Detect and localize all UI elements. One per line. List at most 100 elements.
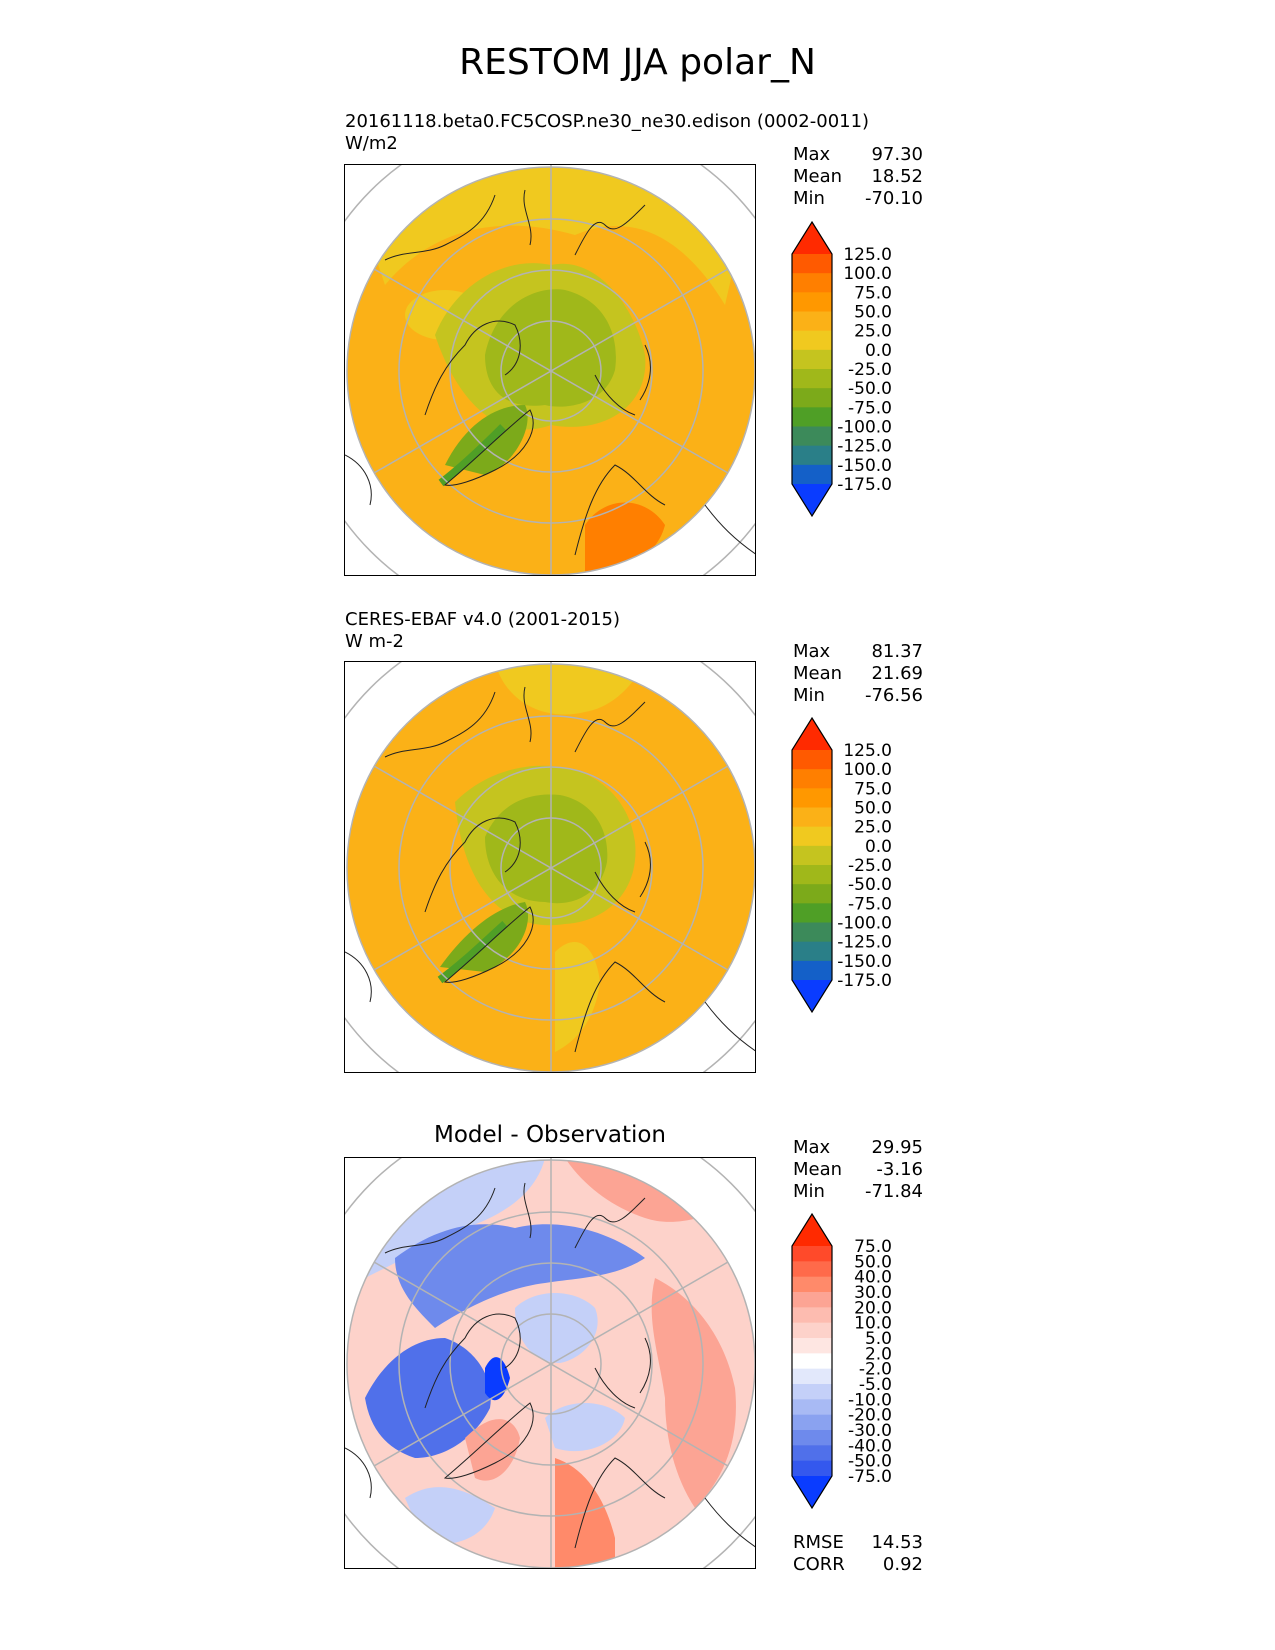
colorbar-tick-label: 75.0 [854,283,892,303]
colorbar-tick-label: -40.0 [848,1436,892,1456]
stat-max: Max 81.37 [793,641,923,662]
colorbar-tick-label: -25.0 [848,856,892,876]
colorbar-extend-bottom [792,484,832,516]
colorbar-band [792,807,832,828]
colorbar-tick-label: -125.0 [837,933,892,953]
colorbar-tick-label: -10.0 [848,1390,892,1410]
colorbar-tick-label: 75.0 [854,1237,892,1257]
colorbar-band [792,1322,832,1339]
colorbar-extend-bottom [792,980,832,1012]
colorbar-band [792,865,832,885]
colorbar-band [792,292,832,312]
colorbar-tick-label: 2.0 [865,1344,892,1364]
graticule [345,1158,755,1568]
colorbar-band [792,922,832,943]
colorbar-tick-label: 25.0 [854,818,892,838]
colorbar-tick-label: 20.0 [854,1298,892,1318]
colorbar-tick-label: -100.0 [837,914,892,934]
colorbar-tick-label: 40.0 [854,1268,892,1288]
colorbar-tick-label: 125.0 [843,245,892,265]
colorbar-band [792,1307,832,1324]
colorbar-band [792,1368,832,1385]
colorbar-band [792,1445,832,1462]
test-polar-map [344,164,756,576]
colorbar-tick-label: -150.0 [837,952,892,972]
difference-extra-stats: RMSE 14.53 CORR 0.92 [793,1532,923,1576]
stat-min: Min -71.84 [793,1181,923,1202]
colorbar-outline [791,1212,833,1510]
colorbar-extend-top [792,1214,832,1246]
figure-title: RESTOM JJA polar_N [459,42,816,83]
colorbar-tick-label: -100.0 [837,418,892,438]
colorbar-tick-label: 125.0 [843,741,892,761]
colorbar-band [792,273,832,293]
colorbar-band [792,845,832,866]
colorbar-band [792,903,832,923]
colorbar-band [792,1292,832,1308]
colorbar-tick-label: 30.0 [854,1283,892,1303]
test-panel-caption: 20161118.beta0.FC5COSP.ne30_ne30.edison … [345,111,870,132]
colorbar-band [792,349,832,370]
colorbar-band [792,445,832,466]
colorbar-tick-label: 25.0 [854,322,892,342]
colorbar-band [792,369,832,389]
graticule [345,662,755,1072]
colorbar-band [792,1414,832,1431]
colorbar-band [792,1430,832,1446]
colorbar-outline [791,220,833,518]
colorbar-tick-label: 100.0 [843,264,892,284]
colorbar-band [792,1276,832,1293]
colorbar-tick-label: -125.0 [837,437,892,457]
colorbar-band [792,769,832,789]
colorbar-band [792,464,832,485]
coastlines [345,1182,755,1549]
reference-panel-units: W m-2 [345,631,405,652]
colorbar-tick-label: -175.0 [837,971,892,991]
stat-max: Max 29.95 [793,1137,923,1158]
colorbar-band [792,750,832,770]
colorbar-band [792,826,832,847]
colorbar-extend-top [792,718,832,750]
graticule [345,165,755,575]
colorbar-band [792,941,832,962]
reference-panel-caption: CERES-EBAF v4.0 (2001-2015) [345,609,621,630]
colorbar-tick-label: 50.0 [854,799,892,819]
colorbar-band [792,426,832,447]
colorbar-band [792,884,832,904]
colorbar-band [792,788,832,808]
colorbar-band [792,1246,832,1262]
reference-panel-title: CERES-EBAF v4.0 (2001-2015) W m-2 [345,609,620,653]
colorbar-band [792,330,832,351]
difference-panel-title: Model - Observation [433,1122,667,1148]
colorbar-tick-label: 10.0 [854,1314,892,1334]
test-panel-units: W/m2 [345,133,398,154]
colorbar-tick-label: 50.0 [854,303,892,323]
colorbar-band [792,254,832,274]
colorbar-band [792,1338,832,1354]
colorbar-band [792,1353,832,1370]
colorbar-band [792,960,832,981]
difference-stats: Max 29.95 Mean -3.16 Min -71.84 [793,1137,923,1203]
stat-min: Min -70.10 [793,188,923,209]
reference-polar-map [344,661,756,1073]
colorbar-tick-label: -25.0 [848,360,892,380]
stat-corr: CORR 0.92 [793,1554,923,1575]
colorbar-outline [791,716,833,1014]
difference-colorbar: 75.0 50.0 40.0 30.0 20.0 10.0 5.0 2.0 -2.0 -5.0 -1… [791,1212,932,1510]
colorbar-band [792,1399,832,1416]
colorbar-band [792,1460,832,1477]
colorbar-band [792,407,832,427]
coastlines [345,189,755,556]
colorbar-tick-label: -75.0 [848,1467,892,1487]
colorbar-tick-label: 75.0 [854,779,892,799]
colorbar-extend-bottom [792,1476,832,1508]
colorbar-tick-label: -75.0 [848,894,892,914]
colorbar-tick-label: -2.0 [859,1360,892,1380]
colorbar-tick-label: -50.0 [848,1452,892,1472]
reference-stats: Max 81.37 Mean 21.69 Min -76.56 [793,641,923,707]
stat-max: Max 97.30 [793,144,923,165]
colorbar-tick-label: -50.0 [848,875,892,895]
colorbar-tick-label: -150.0 [837,456,892,476]
colorbar-tick-label: -20.0 [848,1406,892,1426]
colorbar-tick-label: 0.0 [865,341,892,361]
